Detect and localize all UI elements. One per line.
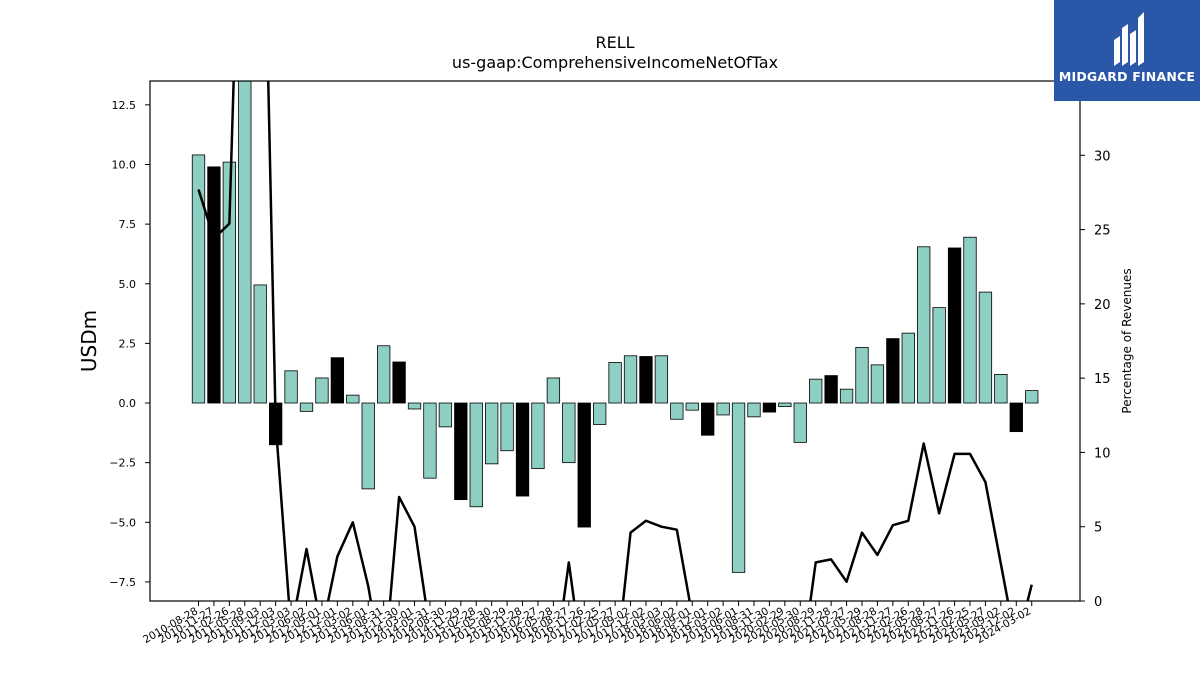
bar: [253, 284, 267, 404]
bar: [423, 402, 437, 479]
y-tick-label: 5.0: [119, 278, 137, 291]
series-line: [197, 81, 1033, 601]
bar: [361, 402, 375, 490]
bar: [978, 291, 993, 404]
bar: [454, 402, 468, 501]
bar: [469, 402, 483, 508]
y-tick-label: 10.0: [112, 158, 137, 171]
bar: [855, 347, 869, 404]
bar: [639, 356, 653, 404]
y2-tick-label: 0: [1094, 595, 1102, 610]
bar: [1009, 402, 1023, 433]
right-axis: 05101520253035: [1080, 75, 1111, 610]
bar: [438, 402, 453, 428]
chart-subtitle: us-gaap:ComprehensiveIncomeNetOfTax: [452, 53, 778, 72]
bar: [901, 332, 915, 404]
bar: [562, 402, 576, 464]
bar: [207, 166, 221, 404]
y-tick-label: 2.5: [119, 337, 137, 350]
y-tick-label: 0.0: [119, 397, 137, 410]
bar: [299, 402, 314, 412]
bar: [623, 355, 638, 404]
bar: [392, 361, 406, 404]
brand-logo: MIDGARD FINANCE: [1054, 0, 1200, 101]
bar: [608, 362, 622, 404]
bar: [577, 402, 591, 528]
left-axis: −7.5 −5.0 −2.5 0.0 2.5 5.0 7.5 10.0 12.5: [109, 99, 150, 589]
line-layer: [197, 81, 1033, 601]
bar: [330, 357, 345, 404]
bar: [377, 345, 391, 404]
y2-tick-label: 10: [1094, 446, 1111, 461]
bar: [500, 402, 514, 452]
bar: [515, 402, 530, 497]
bar: [238, 81, 252, 404]
y-tick-label: −2.5: [109, 457, 136, 470]
y2-tick-label: 15: [1094, 372, 1111, 387]
bar: [1025, 390, 1039, 404]
bar: [531, 402, 545, 470]
chart-title: RELL: [595, 33, 634, 52]
bar: [778, 402, 792, 407]
bar: [685, 402, 699, 411]
bars-layer: [191, 81, 1039, 573]
bar: [593, 402, 607, 425]
bar: [886, 338, 900, 404]
bar: [222, 161, 237, 404]
bar: [839, 388, 854, 404]
bar: [731, 402, 746, 573]
bar: [191, 154, 206, 404]
bar: [809, 378, 823, 404]
y-tick-label: −7.5: [109, 576, 136, 589]
bar: [407, 402, 422, 410]
y-tick-label: 7.5: [119, 218, 137, 231]
bar: [670, 402, 684, 420]
y-tick-label: 12.5: [112, 99, 137, 112]
y2-tick-label: 20: [1094, 298, 1111, 313]
bar: [994, 373, 1008, 404]
bar: [917, 246, 931, 404]
y2-tick-label: 25: [1094, 224, 1111, 239]
x-axis: 2010-08-282010-11-272011-02-262011-05-28…: [141, 601, 1033, 646]
bar: [716, 402, 730, 416]
bar: [793, 402, 807, 443]
bar: [284, 370, 298, 404]
midgard-logo-icon: [1114, 12, 1144, 66]
y-axis-label: USDm: [77, 310, 101, 372]
bar: [747, 402, 761, 418]
bar: [485, 402, 499, 465]
bar: [870, 364, 885, 404]
bar: [315, 377, 329, 404]
y2-tick-label: 5: [1094, 521, 1102, 536]
bar: [654, 355, 669, 404]
bar: [346, 394, 360, 404]
brand-name: MIDGARD FINANCE: [1058, 69, 1196, 84]
bar: [963, 236, 977, 404]
bar: [824, 375, 838, 404]
y2-axis-label: Percentage of Revenues: [1120, 268, 1134, 413]
y2-tick-label: 30: [1094, 149, 1111, 164]
bar: [546, 377, 561, 404]
y-tick-label: −5.0: [109, 516, 136, 529]
bar: [932, 307, 946, 404]
bar: [762, 402, 777, 413]
bar: [701, 402, 715, 436]
bar: [947, 247, 962, 404]
